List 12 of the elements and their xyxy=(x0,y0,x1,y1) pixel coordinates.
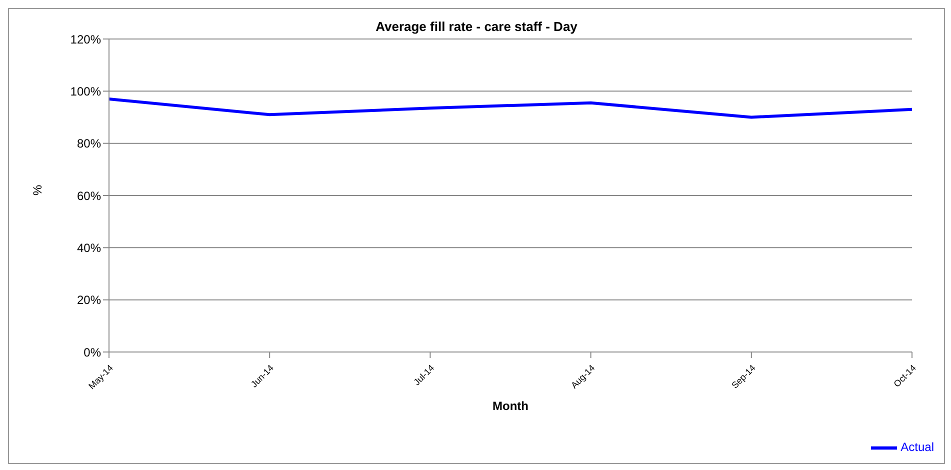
chart-title: Average fill rate - care staff - Day xyxy=(374,19,578,34)
line-series xyxy=(108,97,914,119)
x-axis-title: Month xyxy=(492,399,528,413)
y-tick-label: 60% xyxy=(76,188,102,203)
y-axis-title: % xyxy=(30,184,44,196)
y-tick-label: 40% xyxy=(76,240,102,255)
y-tick-label: 20% xyxy=(76,293,102,308)
y-tick-label: 0% xyxy=(84,345,102,360)
legend-label: Actual xyxy=(900,440,934,454)
y-tick-label: 100% xyxy=(70,84,102,98)
y-tick-label: 80% xyxy=(76,136,102,151)
y-tick-label: 120% xyxy=(70,32,102,46)
